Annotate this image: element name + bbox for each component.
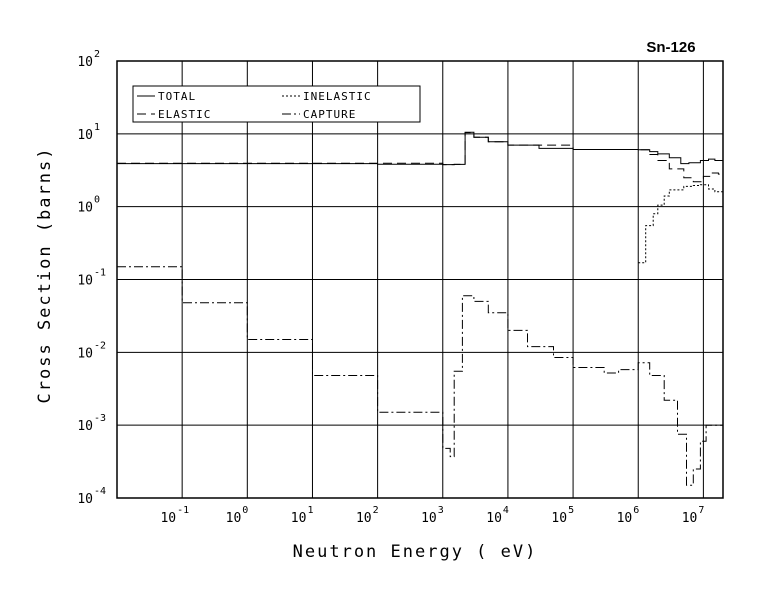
plot-frame	[116, 60, 724, 499]
x-tick-label: 107	[682, 505, 705, 526]
y-tick-base: 10	[77, 492, 93, 507]
y-tick-base: 10	[77, 419, 93, 434]
series-curves	[117, 131, 724, 486]
x-tick-exponent: 4	[503, 505, 509, 516]
y-tick-label: 100	[77, 195, 100, 216]
x-tick-exponent: 3	[438, 505, 444, 516]
series-inelastic	[638, 184, 723, 264]
x-tick-exponent: 2	[373, 505, 379, 516]
y-tick-base: 10	[77, 55, 93, 70]
x-tick-exponent: 5	[568, 505, 574, 516]
chart-title: Sn-126	[646, 39, 695, 56]
x-tick-base: 10	[356, 511, 372, 526]
x-tick-exponent: -1	[177, 505, 189, 516]
y-tick-base: 10	[77, 346, 93, 361]
x-tick-label: 104	[486, 505, 509, 526]
y-tick-exponent: 0	[94, 195, 100, 206]
legend: TOTAL INELASTIC ELASTIC CAPTURE	[132, 85, 421, 123]
legend-label-elastic: ELASTIC	[158, 108, 211, 121]
y-tick-label: 102	[77, 49, 100, 70]
x-tick-label: 102	[356, 505, 379, 526]
x-tick-label: 101	[291, 505, 314, 526]
y-tick-base: 10	[77, 274, 93, 289]
y-tick-exponent: 1	[94, 122, 100, 133]
y-tick-exponent: -4	[94, 486, 106, 497]
x-tick-base: 10	[291, 511, 307, 526]
x-tick-exponent: 6	[633, 505, 639, 516]
y-tick-label: 10-1	[77, 268, 106, 289]
x-tick-label: 100	[226, 505, 249, 526]
x-tick-base: 10	[617, 511, 633, 526]
legend-label-total: TOTAL	[158, 90, 196, 103]
y-tick-exponent: 2	[94, 49, 100, 60]
y-tick-label: 10-4	[77, 486, 106, 507]
x-tick-label: 10-1	[160, 505, 189, 526]
series-capture	[117, 266, 723, 486]
x-tick-exponent: 1	[307, 505, 313, 516]
y-tick-label: 10-2	[77, 340, 106, 361]
x-tick-label: 105	[551, 505, 574, 526]
legend-label-capture: CAPTURE	[303, 108, 356, 121]
y-tick-exponent: -2	[94, 340, 106, 351]
x-tick-exponent: 0	[242, 505, 248, 516]
x-tick-base: 10	[421, 511, 437, 526]
x-tick-base: 10	[682, 511, 698, 526]
x-tick-base: 10	[160, 511, 176, 526]
y-tick-label: 101	[77, 122, 100, 143]
x-tick-label: 106	[617, 505, 640, 526]
y-axis-label: Cross Section (barns)	[35, 147, 55, 404]
series-elastic	[117, 132, 724, 183]
y-tick-base: 10	[77, 128, 93, 143]
x-axis-label: Neutron Energy ( eV)	[293, 542, 538, 562]
grid	[117, 60, 723, 499]
y-tick-exponent: -1	[94, 268, 106, 279]
y-tick-base: 10	[77, 201, 93, 216]
series-total	[117, 131, 724, 166]
x-tick-base: 10	[551, 511, 567, 526]
x-tick-exponent: 7	[698, 505, 704, 516]
x-tick-label: 103	[421, 505, 444, 526]
y-tick-exponent: -3	[94, 413, 106, 424]
x-tick-base: 10	[226, 511, 242, 526]
y-tick-label: 10-3	[77, 413, 106, 434]
legend-box	[132, 85, 421, 123]
legend-label-inelastic: INELASTIC	[303, 90, 372, 103]
x-tick-base: 10	[486, 511, 502, 526]
